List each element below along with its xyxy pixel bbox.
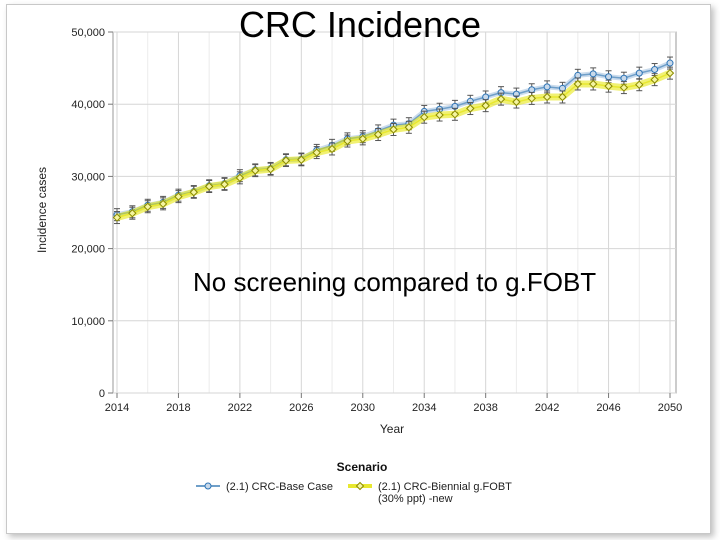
legend-label-line: (2.1) CRC-Biennial g.FOBT	[378, 481, 512, 493]
data-point	[174, 192, 183, 201]
data-point	[481, 101, 490, 110]
data-point	[297, 155, 306, 165]
y-tick-label: 0	[99, 388, 105, 400]
legend-label-line: (30% ppt) -new	[378, 493, 453, 505]
x-tick-label: 2014	[105, 402, 129, 414]
data-point	[496, 94, 506, 104]
data-point	[251, 166, 260, 175]
data-point	[373, 130, 383, 139]
data-point	[558, 92, 567, 102]
x-tick-label: 2018	[166, 402, 190, 414]
data-point	[450, 110, 460, 119]
legend-label: (2.1) CRC-Biennial g.FOBT (30% ppt) -new	[378, 481, 512, 505]
data-point	[158, 199, 168, 209]
data-point	[112, 213, 122, 222]
data-point	[635, 80, 644, 89]
x-tick-label: 2046	[596, 402, 620, 414]
y-tick-label: 30,000	[71, 171, 105, 183]
data-point	[605, 73, 613, 81]
data-point	[558, 84, 566, 92]
data-point	[604, 81, 613, 91]
data-point	[542, 92, 552, 102]
x-tick-label: 2022	[228, 402, 252, 414]
x-tick-label: 2034	[412, 402, 436, 414]
legend-swatch-marker	[204, 482, 212, 490]
data-point	[435, 110, 444, 120]
data-point	[588, 79, 598, 89]
y-tick-label: 20,000	[71, 244, 105, 256]
data-point	[589, 70, 597, 78]
data-point	[482, 93, 490, 101]
data-point	[220, 180, 229, 189]
gridlines	[113, 31, 676, 394]
legend: Scenario (2.1) CRC-Base Case (2.1) CRC-Bi…	[196, 460, 512, 505]
data-point	[204, 182, 214, 191]
data-point	[235, 173, 245, 183]
annotation-text: No screening compared to g.FOBT	[193, 267, 597, 297]
data-point	[573, 79, 583, 89]
data-point	[650, 75, 659, 84]
x-tick-label: 2026	[289, 402, 313, 414]
data-point	[574, 71, 582, 79]
series-layer	[112, 56, 675, 225]
data-point	[666, 59, 674, 67]
legend-items: (2.1) CRC-Base Case (2.1) CRC-Biennial g.…	[196, 481, 512, 505]
data-point	[543, 83, 551, 91]
data-point	[620, 74, 628, 82]
plot-area	[112, 31, 677, 394]
data-point	[358, 134, 367, 144]
data-point	[512, 97, 521, 107]
x-tick-label: 2042	[535, 402, 559, 414]
data-point	[281, 156, 291, 165]
slide-title: CRC Incidence	[238, 4, 482, 45]
x-tick-label: 2050	[658, 402, 682, 414]
legend-label: (2.1) CRC-Base Case	[226, 481, 333, 493]
data-point	[466, 104, 475, 113]
data-point	[665, 68, 675, 78]
y-tick-label: 10,000	[71, 316, 105, 328]
data-point	[528, 86, 536, 94]
data-point	[189, 188, 199, 197]
data-point	[404, 123, 414, 132]
data-point	[389, 125, 398, 134]
data-point	[327, 144, 337, 154]
data-point	[128, 209, 137, 218]
data-point	[527, 94, 536, 103]
data-point	[343, 136, 352, 146]
y-axis-title: Incidence cases	[35, 167, 49, 253]
data-point	[635, 69, 643, 77]
series-2	[112, 66, 675, 225]
y-tick-label: 40,000	[71, 99, 105, 111]
data-point	[651, 66, 659, 74]
data-point	[619, 83, 629, 92]
data-point	[143, 202, 152, 211]
legend-item-2: (2.1) CRC-Biennial g.FOBT (30% ppt) -new	[348, 481, 512, 505]
legend-title: Scenario	[337, 460, 388, 474]
y-tick-label: 50,000	[71, 27, 105, 39]
x-axis-title: Year	[380, 422, 404, 436]
axes: 2014 2018 2022 2026 2030 2034 2038 2042 2046 2050…	[71, 27, 682, 414]
legend-swatch-marker	[355, 481, 365, 491]
legend-item-1: (2.1) CRC-Base Case	[196, 481, 333, 493]
data-point	[312, 148, 321, 157]
data-point	[266, 164, 275, 174]
x-tick-label: 2038	[473, 402, 497, 414]
data-point	[420, 112, 429, 122]
x-tick-label: 2030	[351, 402, 375, 414]
